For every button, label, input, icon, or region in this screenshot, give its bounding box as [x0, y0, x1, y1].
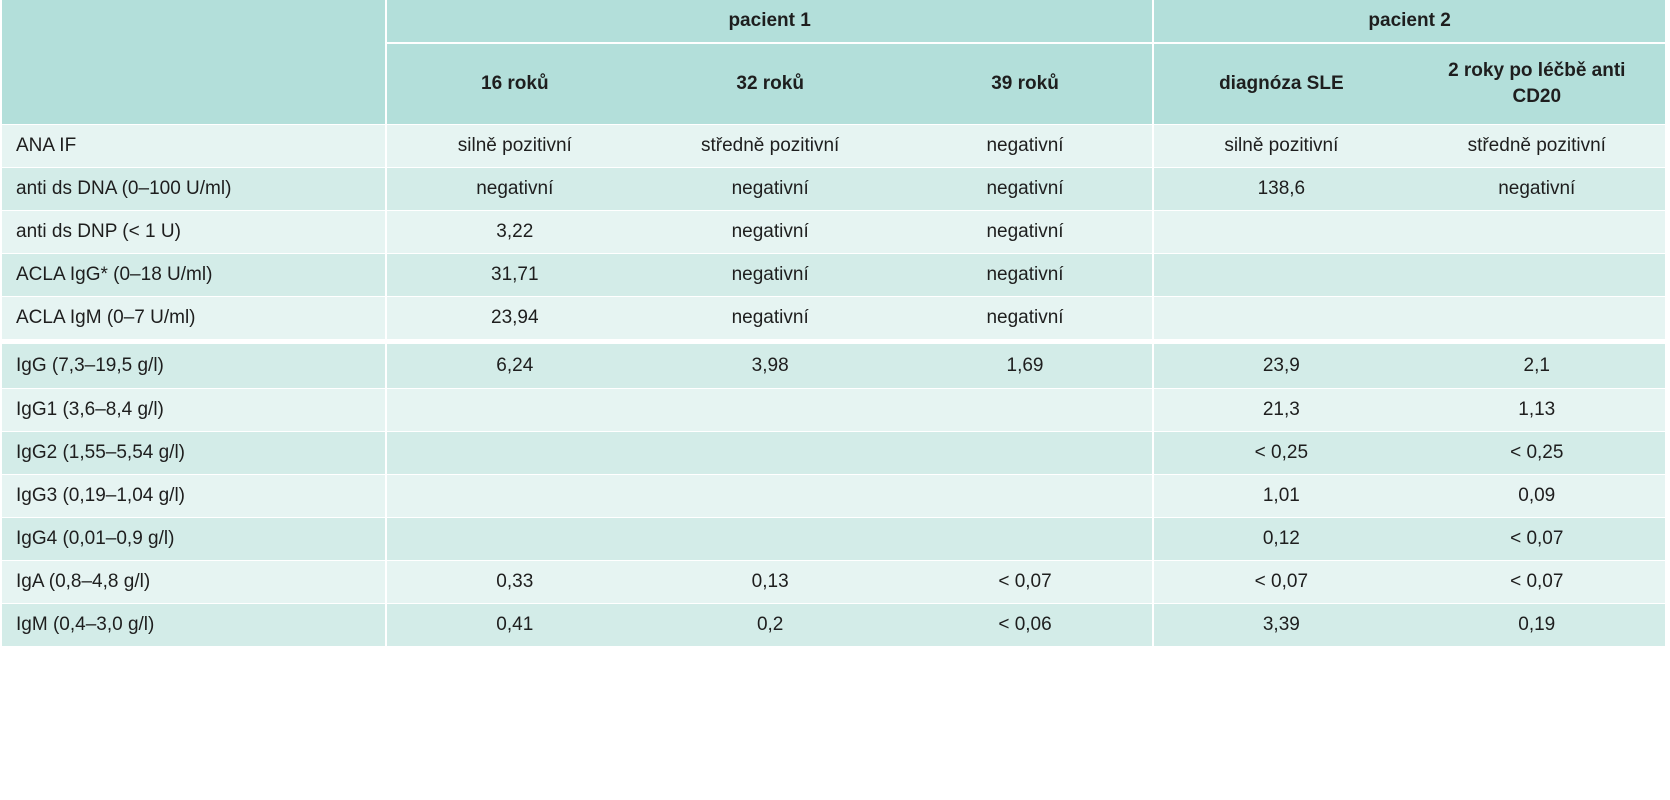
table-cell: 0,09: [1408, 474, 1665, 518]
table-cell: 31,71: [385, 253, 643, 297]
table-cell: < 0,07: [1408, 560, 1665, 604]
table-cell: [385, 431, 643, 475]
row-label: ACLA IgG* (0–18 U/ml): [2, 253, 387, 297]
table-cell: negativní: [1408, 167, 1665, 211]
table-cell: negativní: [897, 296, 1154, 342]
table-cell: 23,9: [1152, 339, 1409, 389]
table-cell: 1,69: [897, 339, 1154, 389]
table-cell: 3,22: [385, 210, 643, 254]
row-label: IgG (7,3–19,5 g/l): [2, 339, 387, 389]
table-cell: negativní: [385, 167, 643, 211]
table-cell: středně pozitivní: [642, 124, 898, 168]
row-label: IgG4 (0,01–0,9 g/l): [2, 517, 387, 561]
table-cell: < 0,25: [1408, 431, 1665, 475]
table-cell: [1152, 253, 1409, 297]
table-row: ACLA IgM (0–7 U/ml) 23,94 negativní negativ…: [2, 296, 1665, 342]
table-cell: [1152, 210, 1409, 254]
table-row: anti ds DNP (< 1 U) 3,22 negativní negativn…: [2, 210, 1665, 254]
table-cell: [897, 517, 1154, 561]
table-cell: 0,12: [1152, 517, 1409, 561]
table-cell: 1,01: [1152, 474, 1409, 518]
row-label: IgG3 (0,19–1,04 g/l): [2, 474, 387, 518]
table-cell: 3,98: [642, 339, 898, 389]
table-cell: negativní: [642, 253, 898, 297]
row-label: IgM (0,4–3,0 g/l): [2, 603, 387, 646]
table-cell: [385, 474, 643, 518]
table-row: IgG1 (3,6–8,4 g/l) 21,3 1,13: [2, 388, 1665, 432]
header-corner-cell: [2, 0, 387, 125]
table-cell: negativní: [642, 167, 898, 211]
table-cell: [897, 474, 1154, 518]
table-cell: [385, 517, 643, 561]
table-cell: 6,24: [385, 339, 643, 389]
table-body: ANA IF silně pozitivní středně pozitivní ne…: [2, 124, 1665, 646]
table-cell: negativní: [897, 210, 1154, 254]
table-cell: < 0,07: [1152, 560, 1409, 604]
row-label: ACLA IgM (0–7 U/ml): [2, 296, 387, 342]
row-label: ANA IF: [2, 124, 387, 168]
table-header: pacient 1 pacient 2 16 roků 32 roků 39 r…: [2, 0, 1665, 125]
table-row: ACLA IgG* (0–18 U/ml) 31,71 negativní negat…: [2, 253, 1665, 297]
table-cell: 3,39: [1152, 603, 1409, 646]
table-cell: [1152, 296, 1409, 342]
table-row: IgA (0,8–4,8 g/l) 0,33 0,13 < 0,07 < 0,07 < 0…: [2, 560, 1665, 604]
row-label: anti ds DNA (0–100 U/ml): [2, 167, 387, 211]
table-cell: negativní: [897, 124, 1154, 168]
table-cell: 2,1: [1408, 339, 1665, 389]
row-label: IgG1 (3,6–8,4 g/l): [2, 388, 387, 432]
table-cell: [642, 517, 898, 561]
table-cell: středně pozitivní: [1408, 124, 1665, 168]
header-col-after-anti-cd20: 2 roky po léčbě anti CD20: [1408, 42, 1665, 125]
table-cell: 0,13: [642, 560, 898, 604]
table-cell: < 0,06: [897, 603, 1154, 646]
table-cell: 0,41: [385, 603, 643, 646]
lab-results-table: pacient 1 pacient 2 16 roků 32 roků 39 r…: [2, 0, 1665, 646]
row-label: anti ds DNP (< 1 U): [2, 210, 387, 254]
table-cell: negativní: [642, 296, 898, 342]
table-cell: [1408, 210, 1665, 254]
header-col-age-32: 32 roků: [642, 42, 898, 125]
table-cell: [642, 431, 898, 475]
table-cell: < 0,07: [897, 560, 1154, 604]
header-patient-2: pacient 2: [1152, 0, 1665, 43]
table-cell: 0,33: [385, 560, 643, 604]
table-row: IgG3 (0,19–1,04 g/l) 1,01 0,09: [2, 474, 1665, 518]
table-cell: 0,2: [642, 603, 898, 646]
table-cell: 23,94: [385, 296, 643, 342]
header-col-age-16: 16 roků: [385, 42, 643, 125]
table-row: ANA IF silně pozitivní středně pozitivní ne…: [2, 124, 1665, 168]
table-cell: [642, 388, 898, 432]
table-cell: silně pozitivní: [1152, 124, 1409, 168]
header-subcolumn-row: 16 roků 32 roků 39 roků diagnóza SLE 2 r…: [2, 42, 1665, 125]
table-cell: < 0,25: [1152, 431, 1409, 475]
table-cell: negativní: [642, 210, 898, 254]
table-cell: 21,3: [1152, 388, 1409, 432]
table-cell: [897, 431, 1154, 475]
table-cell: 0,19: [1408, 603, 1665, 646]
table-row: anti ds DNA (0–100 U/ml) negativní negativ…: [2, 167, 1665, 211]
table-cell: < 0,07: [1408, 517, 1665, 561]
table-cell: silně pozitivní: [385, 124, 643, 168]
table-row: IgG2 (1,55–5,54 g/l) < 0,25 < 0,25: [2, 431, 1665, 475]
table-cell: [385, 388, 643, 432]
table-cell: 138,6: [1152, 167, 1409, 211]
header-col-age-39: 39 roků: [897, 42, 1154, 125]
table-cell: [1408, 253, 1665, 297]
table-cell: [897, 388, 1154, 432]
lab-results-table-container: pacient 1 pacient 2 16 roků 32 roků 39 r…: [2, 0, 1665, 646]
row-label: IgG2 (1,55–5,54 g/l): [2, 431, 387, 475]
header-col-sle-diagnosis: diagnóza SLE: [1152, 42, 1409, 125]
table-cell: [642, 474, 898, 518]
row-label: IgA (0,8–4,8 g/l): [2, 560, 387, 604]
table-row: IgM (0,4–3,0 g/l) 0,41 0,2 < 0,06 3,39 0,19: [2, 603, 1665, 646]
table-row: IgG4 (0,01–0,9 g/l) 0,12 < 0,07: [2, 517, 1665, 561]
table-cell: 1,13: [1408, 388, 1665, 432]
header-patient-1: pacient 1: [385, 0, 1154, 43]
header-group-row: pacient 1 pacient 2: [2, 0, 1665, 125]
table-row: IgG (7,3–19,5 g/l) 6,24 3,98 1,69 23,9 2,1: [2, 339, 1665, 389]
table-cell: negativní: [897, 253, 1154, 297]
table-cell: negativní: [897, 167, 1154, 211]
table-cell: [1408, 296, 1665, 342]
